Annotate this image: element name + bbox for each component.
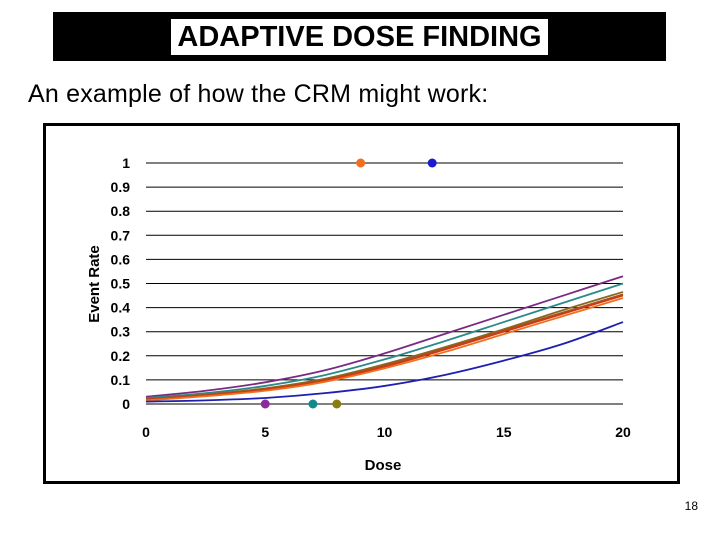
y-tick-label: 0.2	[111, 348, 131, 364]
points-layer	[260, 158, 437, 409]
chart-svg: 00.10.20.30.40.50.60.70.80.910 5 10 15 20 Ev…	[86, 155, 631, 474]
x-tick-label: 0	[142, 424, 150, 440]
slide-subtitle: An example of how the CRM might work:	[28, 80, 489, 108]
y-tick-label: 0.7	[111, 227, 131, 243]
x-tick-label: 10	[377, 424, 393, 440]
chart-frame: 0 0.1 0.2 0.3 0.4 0.5 0.6 0.7 0.8 0.9 1 0 5 10 15 20 Ev…	[43, 123, 680, 484]
x-tick-label: 15	[496, 424, 512, 440]
y-tick-label: 0.6	[111, 251, 131, 267]
series-line-curve-orange	[145, 297, 624, 402]
series-line-curve-purple	[145, 275, 624, 398]
y-tick-label: 0	[122, 396, 130, 412]
data-point-outcome-orange	[356, 158, 366, 168]
y-axis-label: Event Rate	[86, 245, 103, 323]
y-tick-label: 0.3	[111, 324, 131, 340]
x-axis-label: Dose	[365, 457, 402, 474]
title-bar: ADAPTIVE DOSE FINDING	[53, 12, 666, 61]
page-number: 18	[684, 499, 698, 513]
series-line-curve-blue	[145, 321, 624, 403]
y-tick-label: 0.1	[111, 372, 131, 388]
data-point-outcome-olive	[332, 399, 342, 409]
data-point-outcome-blue	[427, 158, 437, 168]
y-tick-label: 0.9	[111, 179, 131, 195]
series-layer	[145, 275, 624, 403]
tick-layer: 00.10.20.30.40.50.60.70.80.910 5 10 15 20	[111, 155, 631, 440]
grid-layer	[146, 162, 623, 405]
series-line-curve-teal	[145, 282, 624, 399]
y-tick-label: 0.8	[111, 203, 131, 219]
y-tick-label: 0.5	[111, 276, 131, 292]
slide-title: ADAPTIVE DOSE FINDING	[171, 18, 548, 55]
data-point-outcome-purple	[260, 399, 270, 409]
y-tick-label: 0.4	[111, 300, 131, 316]
x-tick-label: 5	[261, 424, 269, 440]
data-point-outcome-teal	[308, 399, 318, 409]
x-tick-label: 20	[615, 424, 631, 440]
y-tick-label: 1	[122, 155, 130, 171]
